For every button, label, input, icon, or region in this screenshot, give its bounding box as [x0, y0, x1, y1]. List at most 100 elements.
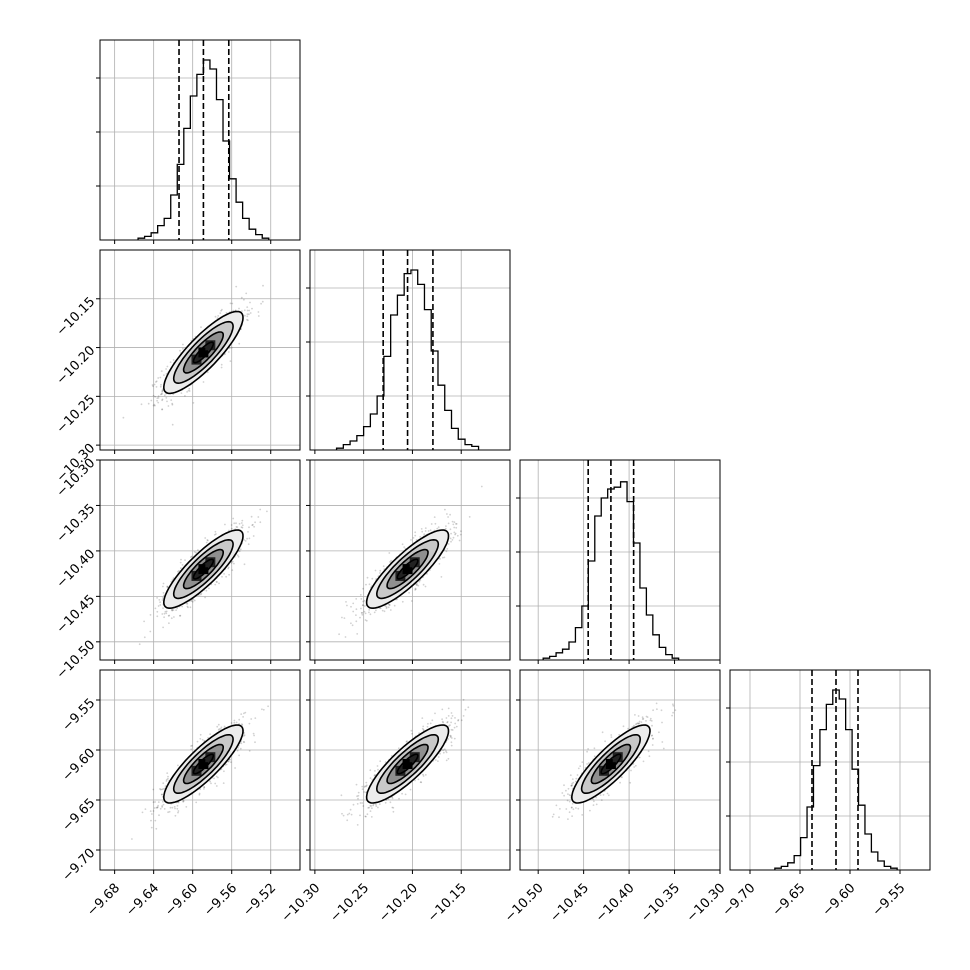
sample-point — [349, 808, 352, 811]
sample-point — [227, 351, 230, 353]
sample-point — [370, 805, 373, 807]
sample-point — [634, 764, 637, 767]
contour-line — [396, 558, 419, 580]
sample-point — [165, 610, 168, 613]
sample-point — [426, 573, 428, 575]
density-peak — [205, 340, 216, 351]
sample-point — [359, 814, 361, 817]
sample-point — [261, 708, 263, 711]
sample-point — [149, 614, 152, 616]
sample-point — [638, 756, 641, 759]
sample-point — [437, 526, 440, 528]
sample-point — [454, 717, 456, 719]
sample-point — [161, 388, 164, 391]
sample-point — [230, 761, 232, 764]
sample-point — [450, 744, 453, 747]
x-tick-label: −9.56 — [201, 881, 240, 920]
sample-point — [427, 530, 430, 532]
sample-point — [453, 726, 456, 729]
sample-point — [200, 592, 203, 595]
sample-point — [391, 806, 394, 809]
sample-point — [167, 777, 169, 780]
sample-point — [187, 606, 189, 609]
sample-point — [177, 810, 180, 812]
sample-point — [169, 361, 172, 363]
sample-point — [384, 761, 387, 763]
sample-point — [159, 807, 162, 810]
sample-point — [423, 533, 426, 536]
sample-point — [575, 777, 578, 780]
sample-point — [261, 300, 264, 303]
sample-point — [243, 309, 246, 312]
contour-line — [182, 743, 224, 785]
panel-frame — [309, 249, 511, 451]
sample-point — [167, 775, 169, 778]
sample-point — [362, 604, 364, 607]
sample-point — [579, 765, 582, 767]
sample-point — [393, 604, 396, 607]
sample-point — [652, 709, 654, 712]
sample-point — [443, 748, 446, 751]
sample-point — [567, 793, 569, 795]
sample-point — [389, 609, 392, 611]
sample-point — [156, 615, 159, 618]
sample-point — [149, 630, 152, 633]
sample-point — [442, 751, 445, 754]
x-tick-label: −10.35 — [638, 881, 683, 926]
sample-point — [355, 608, 358, 611]
sample-point — [439, 752, 441, 755]
panel-frame — [99, 669, 301, 871]
sample-point — [227, 567, 230, 570]
sample-point — [647, 750, 650, 753]
density-peak — [395, 570, 406, 581]
sample-point — [447, 543, 450, 545]
sample-point — [422, 728, 425, 731]
sample-point — [372, 803, 375, 806]
sample-point — [185, 602, 188, 605]
sample-point — [165, 778, 168, 781]
sample-point — [162, 582, 165, 585]
sample-point — [645, 720, 647, 722]
sample-point — [157, 397, 160, 399]
sample-point — [157, 401, 160, 404]
sample-point — [165, 780, 168, 782]
sample-point — [462, 715, 465, 717]
sample-point — [224, 523, 226, 526]
sample-point — [641, 716, 644, 719]
sample-point — [163, 808, 166, 810]
sample-point — [390, 559, 392, 562]
sample-point — [374, 569, 377, 572]
sample-point — [162, 597, 164, 599]
x-tick-label: −9.70 — [720, 881, 759, 920]
sample-point — [254, 717, 257, 719]
sample-point — [368, 609, 371, 611]
sample-point — [233, 522, 236, 525]
sample-point — [638, 722, 641, 725]
sample-point — [401, 792, 403, 795]
sample-point — [184, 559, 186, 561]
sample-point — [572, 781, 575, 784]
sample-point — [177, 811, 179, 814]
sample-point — [248, 537, 251, 540]
sample-point — [452, 523, 455, 526]
sample-point — [450, 741, 453, 744]
sample-point — [445, 525, 447, 527]
sample-point — [451, 715, 454, 717]
sample-point — [346, 813, 349, 816]
sample-point — [446, 548, 449, 550]
sample-point — [257, 516, 260, 518]
sample-point — [143, 620, 146, 623]
sample-point — [213, 533, 216, 536]
sample-point — [157, 605, 160, 607]
sample-point — [607, 794, 610, 797]
sample-point — [437, 756, 440, 758]
sample-point — [162, 800, 164, 803]
sample-point — [217, 729, 220, 731]
sample-point — [361, 604, 364, 606]
sample-point — [364, 815, 367, 818]
sample-point — [189, 606, 192, 609]
sample-point — [165, 368, 168, 370]
sample-point — [382, 565, 385, 568]
sample-point — [245, 292, 248, 295]
sample-point — [412, 537, 415, 539]
